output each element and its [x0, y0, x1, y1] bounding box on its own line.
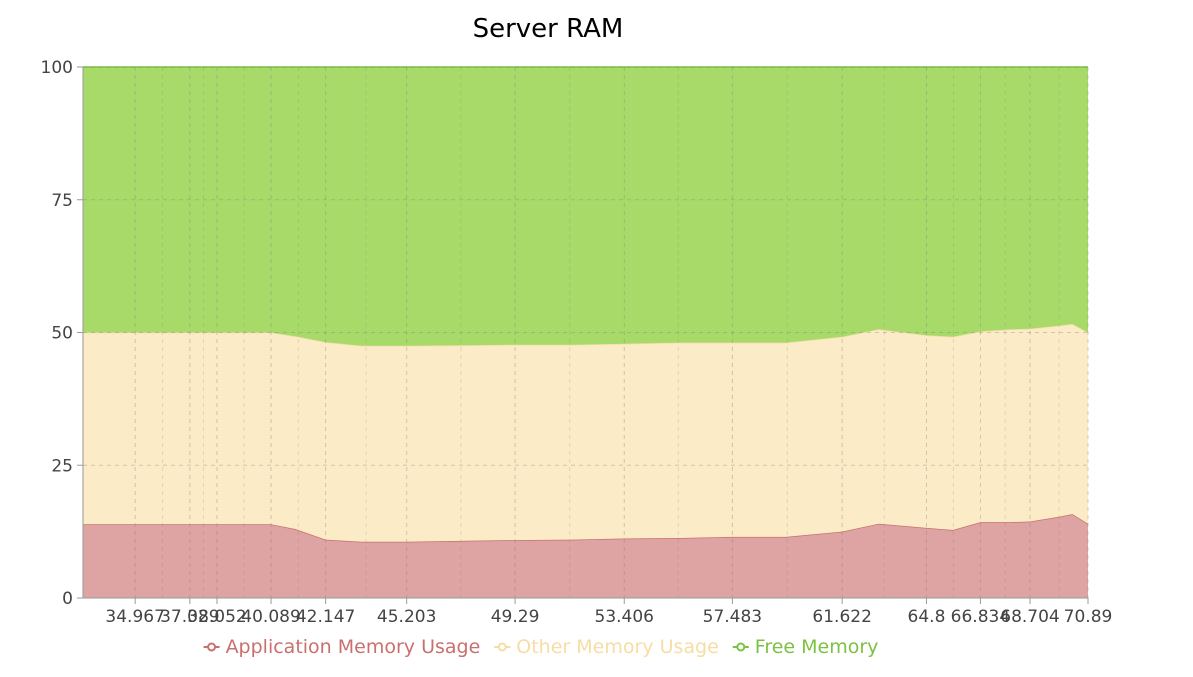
circle-line-marker-icon	[203, 642, 220, 652]
y-axis-ticks: 0 25 50 75 100	[41, 58, 83, 609]
x-tick-label: 66.834	[951, 607, 1010, 627]
legend-label: Free Memory	[755, 636, 879, 658]
y-tick-label: 0	[62, 589, 73, 609]
x-tick-label: 40.089	[241, 607, 300, 627]
x-tick-label: 70.89	[1064, 607, 1113, 627]
x-tick-label: 68.704	[1000, 607, 1059, 627]
legend-item-free-memory[interactable]: Free Memory	[732, 636, 879, 658]
x-tick-label: 53.406	[595, 607, 654, 627]
area-other-memory-usage	[83, 324, 1088, 542]
x-tick-label: 49.29	[491, 607, 540, 627]
area-free-memory	[83, 67, 1088, 346]
x-tick-label: 45.203	[377, 607, 436, 627]
legend: Application Memory Usage Other Memory Usa…	[203, 636, 879, 658]
plot-areas	[83, 66, 1089, 598]
x-tick-label: 61.622	[812, 607, 871, 627]
legend-item-application-memory-usage[interactable]: Application Memory Usage	[203, 636, 481, 658]
circle-line-marker-icon	[494, 642, 511, 652]
y-tick-label: 75	[51, 191, 73, 211]
area-application-memory-usage	[83, 514, 1088, 598]
y-tick-label: 25	[51, 456, 73, 476]
legend-label: Other Memory Usage	[516, 636, 719, 658]
circle-line-marker-icon	[732, 642, 749, 652]
x-tick-label: 37.029	[160, 607, 219, 627]
x-tick-label: 42.147	[296, 607, 355, 627]
legend-item-other-memory-usage[interactable]: Other Memory Usage	[494, 636, 719, 658]
y-tick-label: 100	[41, 58, 73, 78]
legend-label: Application Memory Usage	[226, 636, 481, 658]
x-tick-label: 64.8	[908, 607, 946, 627]
x-tick-label: 34.967	[105, 607, 164, 627]
x-tick-label: 38.052	[187, 607, 246, 627]
x-tick-label: 57.483	[703, 607, 762, 627]
chart-title: Server RAM	[473, 14, 624, 44]
grid-lines	[83, 66, 1089, 599]
y-tick-label: 50	[51, 324, 73, 344]
